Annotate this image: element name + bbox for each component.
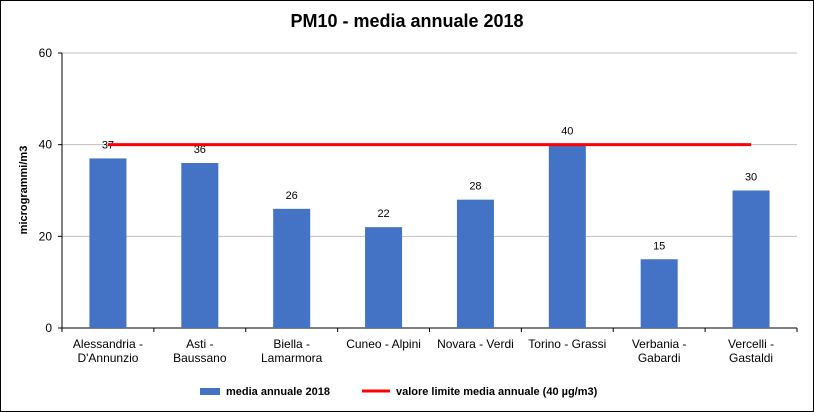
x-tick-label: Cuneo - Alpini bbox=[346, 337, 421, 351]
bar bbox=[548, 144, 586, 328]
x-tick-label: Biella -Lamarmora bbox=[261, 337, 323, 365]
y-tick-label: 40 bbox=[39, 138, 53, 152]
data-label: 36 bbox=[194, 144, 206, 156]
data-label: 15 bbox=[653, 240, 665, 252]
legend-swatch bbox=[200, 388, 220, 395]
chart-title: PM10 - media annuale 2018 bbox=[290, 11, 523, 31]
bar bbox=[732, 190, 770, 328]
y-axis-label: microgrammi/m3 bbox=[18, 146, 30, 235]
bar bbox=[456, 199, 494, 328]
y-tick-label: 60 bbox=[39, 46, 53, 60]
bar bbox=[365, 227, 403, 328]
bar bbox=[89, 158, 127, 328]
x-tick-label: Alessandria -D'Annunzio bbox=[73, 337, 143, 365]
x-tick-label: Asti -Baussano bbox=[173, 337, 227, 365]
y-tick-label: 0 bbox=[45, 321, 52, 335]
x-tick-label: Vercelli -Gastaldi bbox=[728, 337, 774, 365]
data-label: 22 bbox=[377, 208, 389, 220]
x-tick-label: Verbania -Gabardi bbox=[632, 337, 687, 365]
y-tick-label: 20 bbox=[39, 229, 53, 243]
bar bbox=[181, 163, 219, 328]
data-label: 28 bbox=[469, 181, 481, 193]
bar bbox=[640, 259, 678, 328]
bar bbox=[273, 208, 311, 328]
x-tick-label: Novara - Verdi bbox=[437, 337, 514, 351]
data-label: 30 bbox=[745, 172, 757, 184]
legend-label: media annuale 2018 bbox=[226, 386, 330, 398]
data-label: 40 bbox=[561, 126, 573, 138]
x-tick-label: Torino - Grassi bbox=[528, 337, 606, 351]
legend-label: valore limite media annuale (40 µg/m3) bbox=[396, 386, 598, 398]
data-label: 26 bbox=[286, 190, 298, 202]
